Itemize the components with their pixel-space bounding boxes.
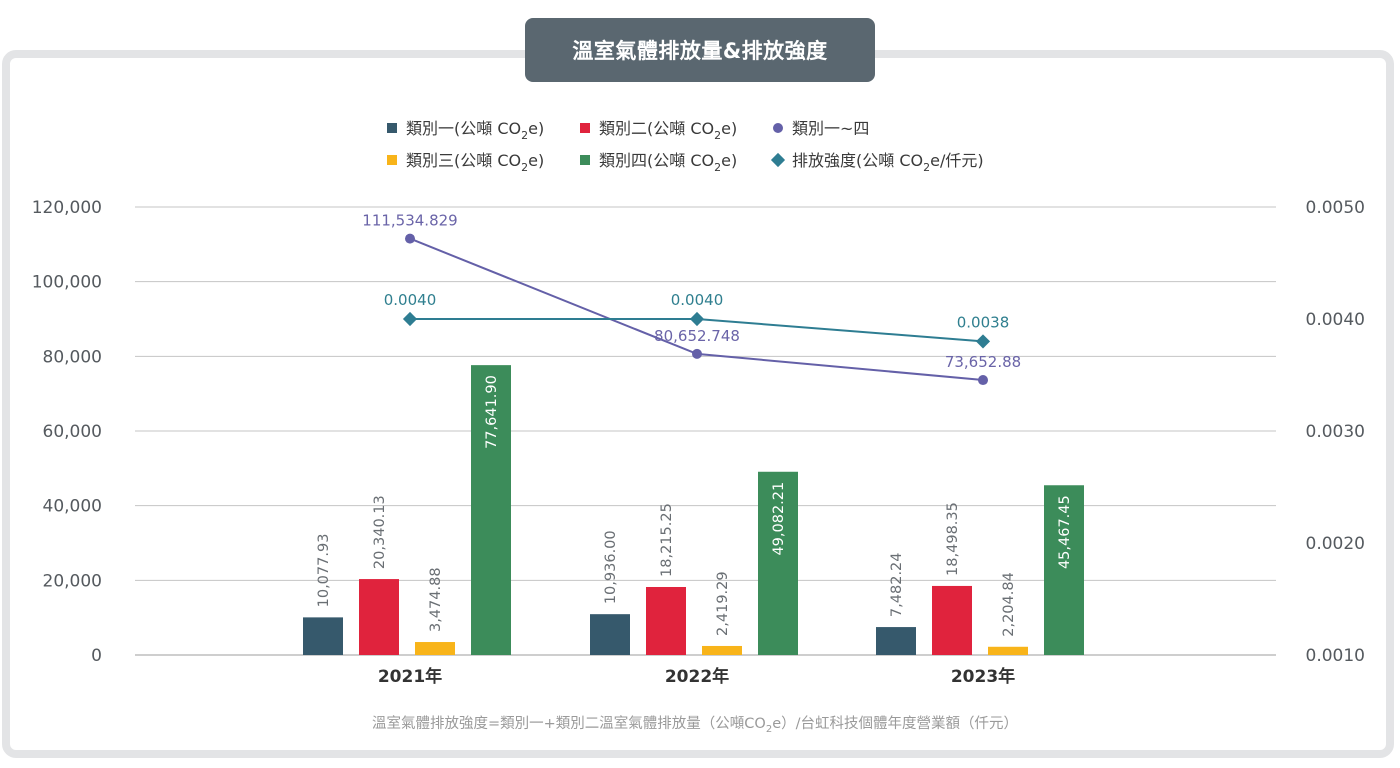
legend-label: 類別二(公噸 CO2e): [599, 119, 737, 142]
bar-value-label: 3,474.88: [428, 567, 444, 632]
bar-value-label: 18,498.35: [945, 502, 961, 576]
bar-value-label: 20,340.13: [372, 495, 388, 569]
intensity-marker: [402, 311, 418, 327]
bar-value-label: 2,419.29: [715, 571, 731, 636]
intensity-value-label: 0.0040: [384, 291, 437, 309]
bar: [415, 642, 455, 655]
bar: [471, 365, 511, 655]
y-left-tick-label: 80,000: [43, 347, 102, 367]
x-tick-label: 2022年: [665, 666, 729, 687]
total-value-label: 111,534.829: [362, 212, 457, 230]
grid-lines: [135, 206, 1276, 656]
x-tick-label: 2023年: [951, 666, 1015, 687]
legend-swatch: [387, 123, 397, 133]
y-left-tick-label: 40,000: [43, 497, 102, 517]
y-right-tick-label: 0.0010: [1306, 646, 1365, 666]
bars-group: 10,077.93 10,936.00 7,482.24 20,340.13 18,21…: [303, 365, 1084, 655]
axes-group: 0 20,000 40,000 60,000 80,000 100,000 120,000 0…: [32, 198, 1365, 687]
legend-label: 類別一~四: [792, 119, 869, 138]
intensity-marker: [689, 311, 705, 327]
chart-title: 溫室氣體排放量&排放強度: [525, 18, 875, 82]
legend-swatch: [387, 155, 397, 165]
legend-label: 排放強度(公噸 CO2e/仟元): [792, 151, 984, 174]
bar-value-label: 45,467.45: [1057, 495, 1073, 569]
legend-label: 類別三(公噸 CO2e): [406, 151, 544, 174]
bar: [702, 645, 742, 655]
lines-group: 111,534.829 80,652.748 73,652.88 0.0040 0.00…: [362, 212, 1021, 386]
bar-value-label: 10,077.93: [316, 534, 332, 608]
y-left-tick-label: 20,000: [43, 571, 102, 591]
bar: [988, 646, 1028, 655]
chart-frame: [2, 50, 1394, 758]
legend-label: 類別四(公噸 CO2e): [599, 151, 737, 174]
y-left-tick-label: 60,000: [43, 422, 102, 442]
footnote: 溫室氣體排放強度=類別一+類別二溫室氣體排放量（公噸CO2e）/台虹科技個體年度…: [372, 715, 1018, 735]
y-right-tick-label: 0.0040: [1306, 310, 1365, 330]
intensity-value-label: 0.0040: [671, 291, 724, 309]
total-value-label: 80,652.748: [654, 327, 740, 345]
bar-value-label: 18,215.25: [659, 503, 675, 577]
total-marker: [405, 233, 415, 244]
bar: [876, 627, 916, 655]
bar: [359, 579, 399, 655]
bar-value-label: 77,641.90: [484, 375, 500, 449]
bar-value-label: 2,204.84: [1001, 572, 1017, 637]
intensity-value-label: 0.0038: [957, 313, 1010, 331]
bar-value-label: 49,082.21: [771, 482, 787, 556]
total-marker: [978, 375, 988, 386]
bar-value-label: 10,936.00: [603, 530, 619, 604]
footnote-text: 溫室氣體排放強度=類別一+類別二溫室氣體排放量（公噸CO2e）/台虹科技個體年度…: [372, 715, 1018, 735]
bar: [1044, 485, 1084, 655]
x-tick-label: 2021年: [378, 666, 442, 687]
total-marker: [692, 348, 702, 359]
intensity-marker: [975, 334, 991, 349]
bar-value-label: 7,482.24: [889, 552, 905, 617]
total-value-label: 73,652.88: [945, 353, 1021, 371]
bar: [590, 614, 630, 655]
bar: [303, 617, 343, 655]
bar: [758, 471, 798, 655]
y-left-tick-label: 100,000: [32, 273, 102, 293]
legend-swatch: [580, 123, 590, 133]
y-left-tick-label: 0: [91, 646, 102, 666]
bar: [932, 585, 972, 655]
y-right-tick-label: 0.0030: [1306, 422, 1365, 442]
legend-swatch: [773, 123, 783, 133]
legend-label: 類別一(公噸 CO2e): [406, 119, 544, 142]
legend-swatch: [770, 152, 786, 168]
y-right-tick-label: 0.0050: [1306, 198, 1365, 218]
legend-swatch: [580, 155, 590, 165]
y-right-tick-label: 0.0020: [1306, 534, 1365, 554]
bar: [646, 586, 686, 655]
y-left-tick-label: 120,000: [32, 198, 102, 218]
